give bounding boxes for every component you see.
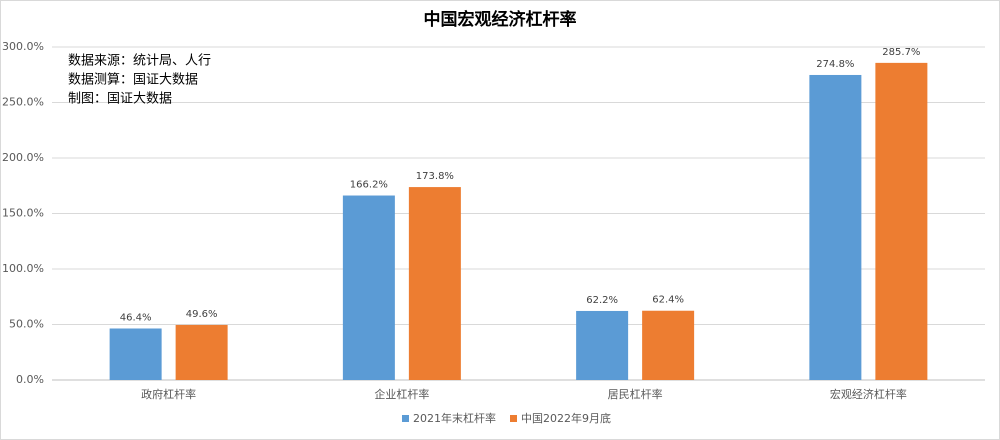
value-label: 274.8% <box>816 59 854 70</box>
legend-swatch <box>402 415 409 422</box>
y-tick-label: 0.0% <box>16 373 44 386</box>
bar <box>109 328 162 380</box>
bar <box>642 310 695 380</box>
value-label: 46.4% <box>120 312 152 323</box>
value-label: 62.4% <box>652 295 684 306</box>
value-label: 62.2% <box>586 295 618 306</box>
x-tick-label: 企业杠杆率 <box>374 387 429 401</box>
annotation: 制图：国证大数据 <box>68 92 172 107</box>
annotation: 数据测算：国证大数据 <box>68 73 198 88</box>
bar <box>809 74 862 381</box>
y-tick-label: 300.0% <box>2 40 44 53</box>
chart-title: 中国宏观经济杠杆率 <box>424 9 577 30</box>
value-label: 173.8% <box>416 171 454 182</box>
y-tick-label: 100.0% <box>2 262 44 275</box>
value-label: 49.6% <box>186 309 218 320</box>
legend-label: 中国2022年9月底 <box>521 411 611 425</box>
x-tick-label: 居民杠杆率 <box>608 387 663 401</box>
value-label: 285.7% <box>882 47 920 58</box>
bar <box>408 187 461 380</box>
x-tick-label: 政府杠杆率 <box>141 387 196 401</box>
bar <box>175 324 228 380</box>
value-label: 166.2% <box>350 180 388 191</box>
annotation: 数据来源：统计局、人行 <box>68 54 211 69</box>
bar <box>342 195 395 380</box>
legend-swatch <box>510 415 517 422</box>
x-tick-label: 宏观经济杠杆率 <box>830 387 907 401</box>
bar <box>875 62 928 381</box>
y-tick-label: 200.0% <box>2 151 44 164</box>
y-tick-label: 250.0% <box>2 96 44 109</box>
legend-label: 2021年末杠杆率 <box>413 411 496 425</box>
bar <box>576 310 629 380</box>
y-tick-label: 50.0% <box>9 318 44 331</box>
y-tick-label: 150.0% <box>2 207 44 220</box>
